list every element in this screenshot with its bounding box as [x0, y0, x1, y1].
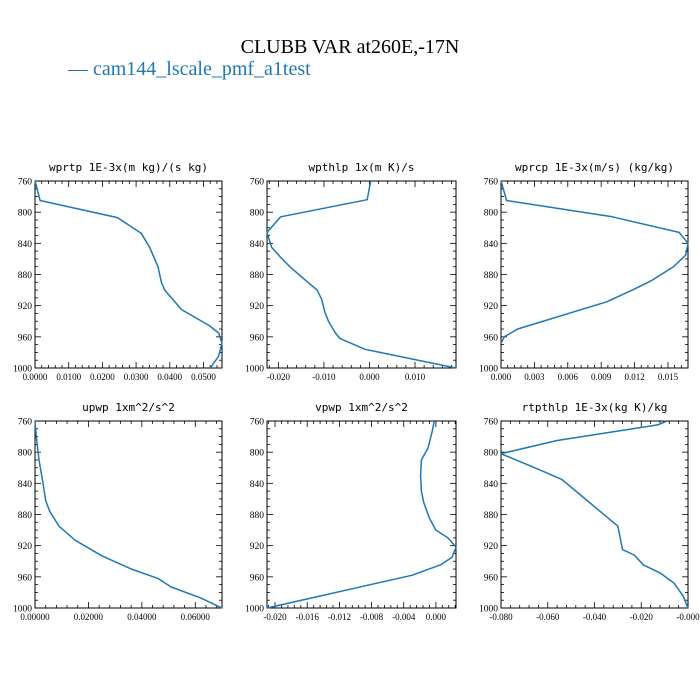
y-tick-label: 800 — [484, 209, 499, 219]
y-tick-label: 960 — [484, 573, 499, 583]
x-tick-label: 0.0500 — [191, 372, 216, 382]
y-tick-label: 960 — [18, 333, 33, 343]
y-tick-label: 1000 — [245, 365, 264, 375]
y-tick-label: 880 — [250, 511, 265, 521]
x-tick-label: 0.012 — [624, 372, 644, 382]
y-tick-label: 760 — [484, 178, 499, 188]
x-tick-label: 0.006 — [558, 372, 579, 382]
series-line — [34, 420, 223, 609]
series-line — [500, 180, 689, 344]
plot-frame — [266, 180, 457, 369]
y-tick-label: 760 — [484, 418, 499, 428]
y-tick-label: 800 — [250, 209, 265, 219]
panel-title: wprcp 1E-3x(m/s) (kg/kg) — [515, 161, 674, 174]
y-tick-label: 840 — [18, 240, 33, 250]
x-tick-label: 0.0400 — [157, 372, 182, 382]
x-tick-label: -0.020 — [263, 612, 287, 622]
y-tick-label: 920 — [484, 542, 499, 552]
x-tick-label: 0.0300 — [124, 372, 149, 382]
x-tick-label: -0.020 — [267, 372, 291, 382]
x-tick-label: 0.009 — [591, 372, 612, 382]
x-tick-label: -0.010 — [312, 372, 336, 382]
y-tick-label: 880 — [18, 511, 33, 521]
y-tick-label: 840 — [18, 480, 33, 490]
plot-frame — [500, 420, 689, 609]
y-tick-label: 920 — [18, 302, 33, 312]
y-tick-label: 800 — [18, 209, 33, 219]
y-tick-label: 1000 — [13, 605, 32, 615]
x-tick-label: 0.003 — [524, 372, 545, 382]
y-tick-label: 760 — [250, 418, 265, 428]
y-tick-label: 840 — [250, 480, 265, 490]
y-tick-label: 840 — [484, 480, 499, 490]
x-tick-label: -0.080 — [489, 612, 513, 622]
y-tick-label: 1000 — [13, 365, 32, 375]
y-tick-label: 880 — [484, 271, 499, 281]
series-line — [34, 180, 223, 369]
y-tick-label: 960 — [250, 333, 265, 343]
panel-3: wprcp 1E-3x(m/s) (kg/kg) 760 800 840 880 920 9… — [479, 161, 689, 382]
y-tick-label: 1000 — [245, 605, 264, 615]
x-tick-label: 0.06000 — [181, 612, 211, 622]
plot-frame — [34, 180, 223, 369]
x-tick-label: 0.00000 — [20, 612, 50, 622]
y-tick-label: 760 — [18, 418, 33, 428]
y-tick-label: 880 — [18, 271, 33, 281]
panel-title: wprtp 1E-3x(m kg)/(s kg) — [49, 161, 208, 174]
x-tick-label: 0.0200 — [90, 372, 115, 382]
series-line — [266, 180, 457, 369]
y-tick-label: 800 — [250, 449, 265, 459]
y-tick-label: 880 — [484, 511, 499, 521]
y-tick-label: 760 — [250, 178, 265, 188]
panel-2: wpthlp 1x(m K)/s7608008408809209601000-0… — [245, 161, 457, 382]
panel-4: upwp 1xm^2/s^2 760 800 840 880 920 960 10000.00… — [13, 401, 223, 622]
y-tick-label: 960 — [250, 573, 265, 583]
x-tick-label: -0.020 — [630, 612, 654, 622]
x-tick-label: -0.016 — [296, 612, 320, 622]
y-tick-label: 960 — [18, 573, 33, 583]
x-tick-label: 0.0100 — [56, 372, 81, 382]
panel-title: wpthlp 1x(m K)/s — [309, 161, 415, 174]
y-tick-label: 800 — [484, 449, 499, 459]
y-tick-label: 1000 — [479, 365, 498, 375]
x-tick-label: -0.008 — [360, 612, 384, 622]
y-tick-label: 840 — [484, 240, 499, 250]
x-tick-label: 0.04000 — [127, 612, 157, 622]
x-tick-label: 0.000 — [359, 372, 380, 382]
x-tick-label: -0.060 — [536, 612, 560, 622]
y-tick-label: 840 — [250, 240, 265, 250]
panel-title: vpwp 1xm^2/s^2 — [315, 401, 408, 414]
x-tick-label: 0.015 — [658, 372, 679, 382]
y-tick-label: 960 — [484, 333, 499, 343]
y-tick-label: 920 — [250, 302, 265, 312]
panel-1: wprtp 1E-3x(m kg)/(s kg) 760 800 840 880 920 9… — [13, 161, 223, 382]
x-tick-label: 0.010 — [405, 372, 426, 382]
y-tick-label: 800 — [18, 449, 33, 459]
panel-title: rtpthlp 1E-3x(kg K)/kg — [522, 401, 668, 414]
figure-title: CLUBB VAR at260E,-17N — [240, 36, 460, 58]
x-tick-label: 0.0000 — [23, 372, 48, 382]
x-tick-label: -0.000 — [676, 612, 700, 622]
series-line — [266, 420, 457, 609]
y-tick-label: 880 — [250, 271, 265, 281]
x-tick-label: 0.000 — [426, 612, 447, 622]
x-tick-label: -0.012 — [328, 612, 351, 622]
y-tick-label: 920 — [484, 302, 499, 312]
panel-6: rtpthlp 1E-3x(kg K)/kg 760 800 840 880 920 960… — [479, 401, 700, 622]
legend-entry: — cam144_lscale_pmf_a1test — [68, 58, 311, 80]
y-tick-label: 760 — [18, 178, 33, 188]
x-tick-label: 0.02000 — [74, 612, 104, 622]
y-tick-label: 920 — [250, 542, 265, 552]
series-line — [500, 420, 689, 609]
x-tick-label: -0.040 — [583, 612, 607, 622]
y-tick-label: 920 — [18, 542, 33, 552]
x-tick-label: -0.004 — [392, 612, 416, 622]
plot-frame — [34, 420, 223, 609]
y-tick-label: 1000 — [479, 605, 498, 615]
panel-title: upwp 1xm^2/s^2 — [82, 401, 175, 414]
panel-5: vpwp 1xm^2/s^27608008408809209601000-0.0… — [245, 401, 457, 622]
x-tick-label: 0.000 — [491, 372, 512, 382]
